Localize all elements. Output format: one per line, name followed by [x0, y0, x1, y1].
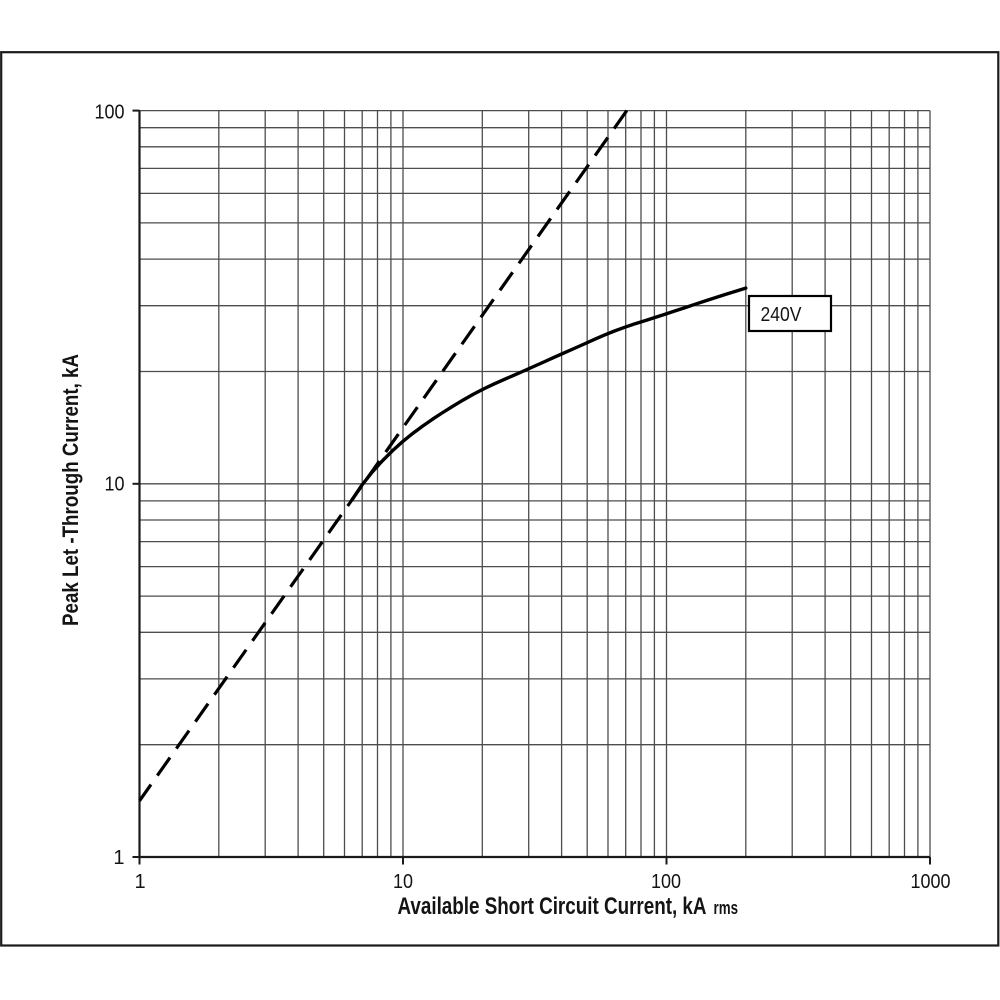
svg-text:240V: 240V [761, 304, 803, 326]
svg-text:1: 1 [134, 871, 145, 893]
svg-text:10: 10 [393, 871, 413, 893]
svg-text:Available Short Circuit Curren: Available Short Circuit Current, kA [398, 893, 707, 920]
svg-text:100: 100 [95, 101, 125, 123]
svg-text:1000: 1000 [911, 871, 951, 893]
svg-text:10: 10 [105, 474, 125, 496]
svg-text:Peak Let -Through Current, kA: Peak Let -Through Current, kA [58, 354, 83, 626]
svg-text:100: 100 [651, 871, 681, 893]
svg-text:1: 1 [113, 847, 124, 869]
svg-text:rms: rms [714, 898, 739, 918]
